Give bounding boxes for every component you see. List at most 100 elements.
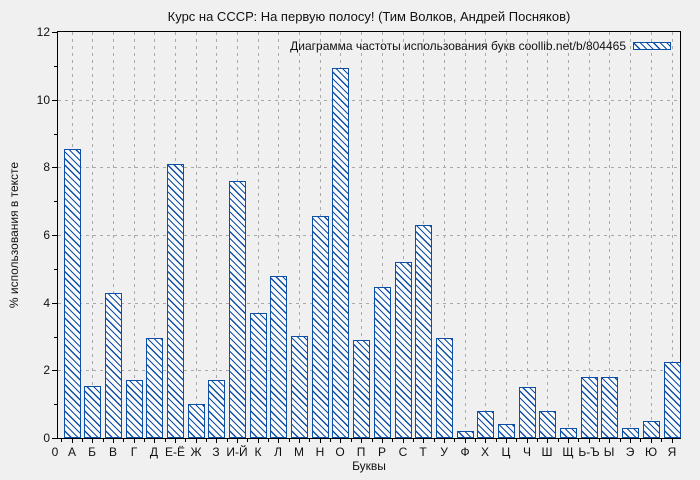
bar xyxy=(394,262,412,438)
gridline-vertical xyxy=(134,32,135,438)
x-tick-minor xyxy=(599,439,600,442)
y-tick-major xyxy=(52,235,57,236)
x-tick-label: М xyxy=(294,445,304,459)
x-tick-minor xyxy=(289,439,290,442)
x-tick-label: Ч xyxy=(523,445,531,459)
y-tick-label: 4 xyxy=(43,296,50,310)
x-tick-label: Н xyxy=(315,445,325,459)
x-tick-minor xyxy=(516,439,517,442)
x-tick-minor xyxy=(661,439,662,442)
x-tick-major xyxy=(175,439,176,443)
gridline-vertical xyxy=(278,32,279,438)
x-tick-major xyxy=(113,439,114,443)
y-tick-label: 10 xyxy=(36,93,50,107)
x-tick-major xyxy=(299,439,300,443)
x-tick-major xyxy=(630,439,631,443)
x-tick-major xyxy=(485,439,486,443)
x-tick-label: Б xyxy=(88,445,96,459)
x-tick-major xyxy=(196,439,197,443)
x-tick-label: Т xyxy=(419,445,427,459)
x-origin-label: 0 xyxy=(51,445,59,459)
x-tick-minor xyxy=(227,439,228,442)
bar xyxy=(290,336,308,438)
x-tick-major xyxy=(278,439,279,443)
x-tick-minor xyxy=(351,439,352,442)
x-tick-label: Щ xyxy=(562,445,574,459)
gridline-vertical xyxy=(92,32,93,438)
gridline-vertical xyxy=(672,32,673,438)
x-tick-minor xyxy=(392,439,393,442)
y-tick-minor xyxy=(54,337,57,338)
x-tick-major xyxy=(465,439,466,443)
x-tick-minor xyxy=(496,439,497,442)
y-tick-label: 12 xyxy=(36,25,50,39)
bar xyxy=(414,225,432,438)
x-tick-label: Х xyxy=(480,445,489,459)
bar xyxy=(269,276,287,438)
x-tick-major xyxy=(423,439,424,443)
x-tick-label: Л xyxy=(274,445,282,459)
x-tick-minor xyxy=(123,439,124,442)
x-tick-minor xyxy=(372,439,373,442)
gridline-vertical xyxy=(651,32,652,438)
y-tick-minor xyxy=(54,134,57,135)
legend: Диаграмма частоты использования букв coo… xyxy=(290,39,671,53)
x-tick-major xyxy=(589,439,590,443)
x-tick-minor xyxy=(620,439,621,442)
x-tick-major xyxy=(672,439,673,443)
x-tick-label: Е-Ё xyxy=(164,445,185,459)
gridline-vertical xyxy=(361,32,362,438)
bar xyxy=(331,68,349,438)
x-tick-minor xyxy=(309,439,310,442)
y-tick-label: 0 xyxy=(43,431,50,445)
chart-title: Курс на СССР: На первую полосу! (Тим Вол… xyxy=(167,9,571,24)
x-tick-major xyxy=(506,439,507,443)
y-tick-major xyxy=(52,32,57,33)
x-tick-minor xyxy=(144,439,145,442)
x-tick-major xyxy=(320,439,321,443)
x-tick-minor xyxy=(247,439,248,442)
x-tick-major xyxy=(361,439,362,443)
y-tick-label: 6 xyxy=(43,228,50,242)
x-tick-minor xyxy=(578,439,579,442)
gridline-horizontal xyxy=(58,235,680,236)
gridline-vertical xyxy=(630,32,631,438)
gridline-vertical xyxy=(527,32,528,438)
x-tick-minor xyxy=(103,439,104,442)
gridline-vertical xyxy=(258,32,259,438)
bar xyxy=(228,181,246,438)
x-tick-label: Ь-Ъ xyxy=(578,445,600,459)
x-tick-minor xyxy=(454,439,455,442)
x-tick-minor xyxy=(61,439,62,442)
legend-swatch-icon xyxy=(633,42,671,50)
x-tick-label: Э xyxy=(625,445,635,459)
y-tick-minor xyxy=(54,66,57,67)
bar xyxy=(435,338,453,438)
gridline-vertical xyxy=(547,32,548,438)
x-tick-label: Г xyxy=(130,445,138,459)
gridline-vertical xyxy=(589,32,590,438)
x-tick-minor xyxy=(434,439,435,442)
y-tick-major xyxy=(52,303,57,304)
gridline-vertical xyxy=(154,32,155,438)
y-tick-minor xyxy=(54,404,57,405)
gridline-vertical xyxy=(216,32,217,438)
x-tick-label: А xyxy=(67,445,76,459)
bar xyxy=(642,421,660,438)
x-tick-label: Д xyxy=(149,445,159,459)
x-tick-minor xyxy=(185,439,186,442)
bar xyxy=(518,387,536,438)
x-tick-minor xyxy=(268,439,269,442)
x-tick-label: И-Й xyxy=(226,445,248,459)
x-tick-label: Ф xyxy=(460,445,470,459)
x-tick-minor xyxy=(413,439,414,442)
legend-label: Диаграмма частоты использования букв coo… xyxy=(290,39,626,53)
gridline-vertical xyxy=(609,32,610,438)
gridline-horizontal xyxy=(58,167,680,169)
y-tick-major xyxy=(52,438,57,439)
bar xyxy=(580,377,598,438)
x-tick-major xyxy=(527,439,528,443)
gridline-horizontal xyxy=(58,302,680,304)
y-tick-major xyxy=(52,167,57,168)
